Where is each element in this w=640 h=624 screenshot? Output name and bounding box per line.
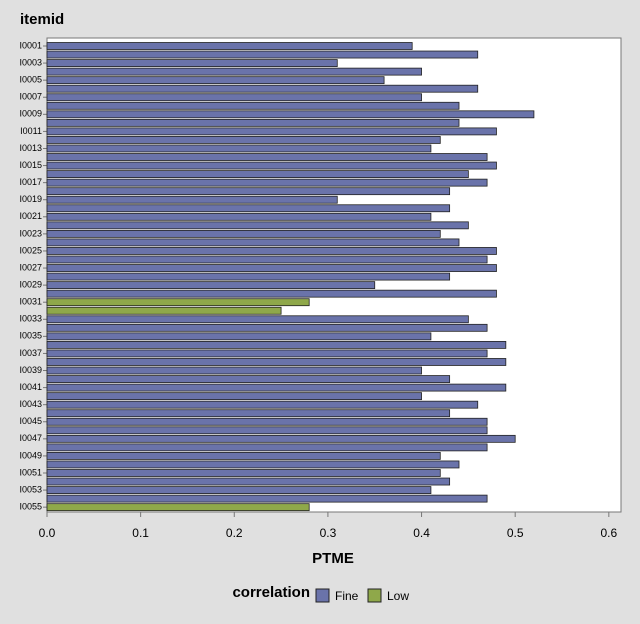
y-tick-label: I0053 <box>19 484 42 494</box>
bar <box>46 118 460 127</box>
y-tick-label: I0025 <box>19 245 42 255</box>
bar <box>46 349 488 358</box>
bar <box>46 358 507 366</box>
bar <box>46 76 385 85</box>
x-tick-label: 0.5 <box>507 526 524 540</box>
bar <box>46 195 338 204</box>
bar <box>46 187 451 196</box>
y-tick-label: I0007 <box>19 92 42 102</box>
y-tick-label: I0017 <box>19 177 42 187</box>
x-tick-label: 0.4 <box>413 526 430 540</box>
legend-swatch <box>315 588 330 603</box>
bar <box>46 366 422 375</box>
bar <box>46 469 441 477</box>
legend-label: Low <box>387 589 409 603</box>
bar <box>46 409 451 418</box>
y-tick-label: I0045 <box>19 416 42 426</box>
y-tick-label: I0019 <box>19 194 42 204</box>
bar <box>46 323 488 332</box>
bar <box>46 238 460 247</box>
y-tick-label: I0031 <box>19 297 42 307</box>
bar <box>46 136 441 144</box>
y-tick-label: I0055 <box>19 502 42 512</box>
y-tick-label: I0033 <box>19 314 42 324</box>
bar <box>46 417 488 426</box>
y-tick-label: I0013 <box>19 143 42 153</box>
bar <box>46 255 488 264</box>
legend-title: correlation <box>232 584 310 601</box>
bar <box>46 93 422 102</box>
bar <box>46 212 432 221</box>
y-tick-label: I0009 <box>19 109 42 119</box>
bar <box>46 59 338 67</box>
bar <box>46 383 507 392</box>
bar <box>46 50 479 59</box>
bar <box>46 127 497 136</box>
y-tick-label: I0023 <box>19 228 42 238</box>
bar <box>46 392 422 401</box>
x-tick-label: 0.6 <box>600 526 617 540</box>
bar <box>46 101 460 110</box>
bar <box>46 67 422 76</box>
bar <box>46 434 516 443</box>
bar <box>46 306 282 315</box>
x-tick-label: 0.1 <box>132 526 149 540</box>
legend-swatch <box>367 588 382 603</box>
bar <box>46 272 451 281</box>
bar <box>46 460 460 469</box>
bar <box>46 503 310 512</box>
y-tick-label: I0015 <box>19 160 42 170</box>
bar <box>46 178 488 187</box>
chart-title: itemid <box>20 11 64 28</box>
bar <box>46 161 497 170</box>
y-tick-label: I0043 <box>19 399 42 409</box>
bar <box>46 153 488 161</box>
bar <box>46 332 432 341</box>
bar <box>46 110 535 119</box>
legend-label: Fine <box>335 589 359 603</box>
x-tick-label: 0.0 <box>39 526 56 540</box>
y-tick-label: I0027 <box>19 262 42 272</box>
y-tick-label: I0047 <box>19 433 42 443</box>
bar <box>46 486 432 494</box>
bar <box>46 264 497 272</box>
bar <box>46 289 497 298</box>
bar <box>46 229 441 238</box>
x-tick-label: 0.3 <box>320 526 337 540</box>
y-tick-label: I0049 <box>19 450 42 460</box>
y-tick-label: I0037 <box>19 348 42 358</box>
bar <box>46 170 469 179</box>
bar <box>46 477 451 486</box>
bar <box>46 426 488 435</box>
bar <box>46 144 432 153</box>
bar <box>46 375 451 383</box>
bar <box>46 443 488 452</box>
bar <box>46 247 497 255</box>
y-tick-label: I0011 <box>20 126 42 136</box>
x-tick-label: 0.2 <box>226 526 243 540</box>
bar <box>46 494 488 503</box>
bar <box>46 221 469 230</box>
bar <box>46 340 507 349</box>
x-axis-title: PTME <box>312 550 354 567</box>
y-tick-label: I0001 <box>19 40 42 50</box>
y-tick-label: I0021 <box>19 211 42 221</box>
bar <box>46 400 479 409</box>
y-tick-label: I0029 <box>19 279 42 289</box>
y-tick-label: I0035 <box>19 331 42 341</box>
y-tick-label: I0003 <box>19 57 42 67</box>
bar <box>46 42 413 50</box>
bar <box>46 298 310 307</box>
y-tick-label: I0041 <box>19 382 42 392</box>
bar <box>46 204 451 213</box>
bar <box>46 315 469 324</box>
bar <box>46 84 479 93</box>
y-tick-label: I0005 <box>19 75 42 85</box>
bar <box>46 452 441 460</box>
y-tick-label: I0051 <box>19 467 42 477</box>
bar <box>46 281 376 290</box>
y-tick-label: I0039 <box>19 365 42 375</box>
